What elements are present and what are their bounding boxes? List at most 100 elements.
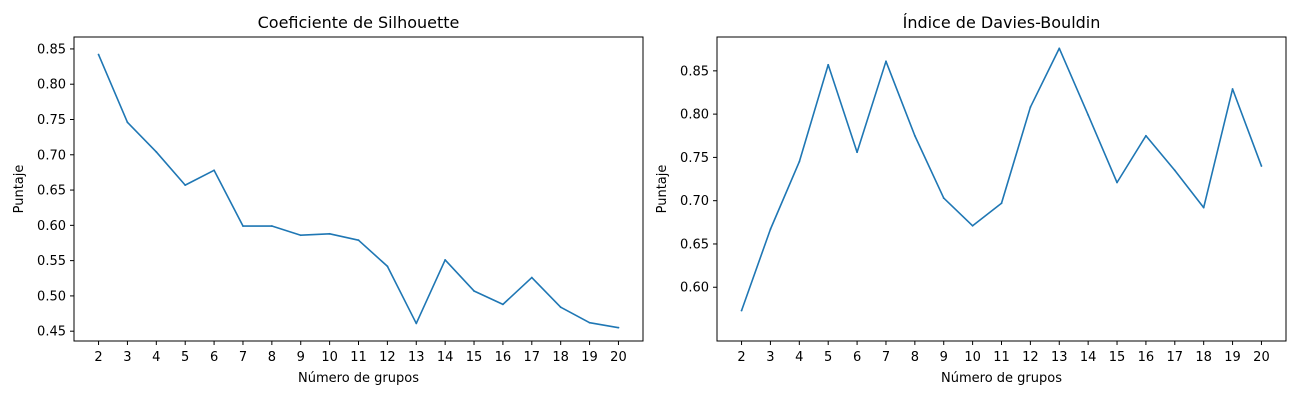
x-tick-label: 13 [1051,350,1068,365]
plot-frame [716,36,1287,342]
x-tick-label: 20 [610,350,627,365]
x-tick-label: 5 [824,350,832,365]
x-tick-label: 2 [94,350,102,365]
x-tick-label: 4 [152,350,160,365]
y-axis-label: Puntaje [655,165,670,214]
x-tick-label: 11 [350,350,367,365]
x-tick-label: 17 [524,350,541,365]
x-tick-label: 17 [1167,350,1184,365]
data-point [184,184,187,187]
data-point [357,239,360,242]
x-axis-label: Número de grupos [298,371,419,386]
data-point [1000,202,1003,205]
data-point [942,197,945,199]
y-tick-label: 0.80 [680,108,709,123]
x-tick-label: 11 [993,350,1010,365]
x-tick-label: 8 [911,350,919,365]
data-point [1260,165,1263,167]
data-point [1202,206,1205,209]
data-point [1087,114,1090,116]
data-point [885,60,887,63]
y-axis-label: Puntaje [12,165,27,214]
x-tick-label: 5 [181,350,189,365]
x-tick-label: 18 [552,350,569,365]
series-line [97,54,619,329]
data-point [1145,134,1147,137]
chart-title: Índice de Davies-Bouldin [903,13,1101,32]
x-tick-label: 7 [882,350,890,365]
data-point [856,151,858,154]
data-point [242,225,244,227]
y-tick-label: 0.65 [680,237,709,252]
x-tick-label: 19 [581,350,598,365]
x-tick-label: 7 [239,350,247,365]
x-tick-label: 6 [210,350,218,365]
data-point [827,63,830,66]
x-tick-label: 3 [123,350,131,365]
chart-title: Coeficiente de Silhouette [258,13,460,32]
data-point [444,259,447,261]
y-tick-label: 0.70 [37,148,66,163]
x-tick-label: 14 [1080,350,1097,365]
data-point [769,228,772,231]
data-point [1173,169,1176,172]
data-point [126,121,129,124]
x-tick-label: 13 [408,350,425,365]
x-tick-label: 19 [1224,350,1241,365]
data-point [1058,47,1061,50]
x-tick-label: 20 [1253,350,1270,365]
data-point [155,151,158,153]
y-tick-label: 0.70 [680,194,709,209]
data-point [530,276,533,279]
x-tick-label: 10 [321,350,338,365]
y-tick-label: 0.50 [37,289,66,304]
series-line [740,47,1263,311]
x-tick-label: 15 [466,350,483,365]
x-tick-label: 14 [437,350,454,365]
y-tick-label: 0.75 [37,113,66,128]
data-point [971,224,974,227]
x-tick-label: 9 [940,350,948,365]
data-point [1116,181,1118,184]
x-tick-label: 18 [1195,350,1212,365]
y-tick-label: 0.85 [37,42,66,57]
chart-1: Coeficiente de Silhouette 2 3 4 5 6 7 8 9 10 11 12 1… [12,13,644,386]
x-axis-label: Número de grupos [941,371,1062,386]
x-tick-label: 10 [964,350,981,365]
data-point [213,169,215,172]
data-point [502,303,504,306]
data-point [559,306,562,309]
x-tick-label: 9 [297,350,305,365]
y-tick-label: 0.60 [680,281,709,296]
data-point [328,232,331,235]
chart-2: Índice de Davies-Bouldin 2 3 4 5 6 7 8 9 10 11 12 13… [655,13,1287,386]
x-tick-label: 8 [268,350,276,365]
y-tick-label: 0.80 [37,78,66,93]
x-tick-label: 6 [853,350,861,365]
y-tick-label: 0.55 [37,254,66,269]
data-point [415,322,418,325]
data-point [588,321,591,324]
x-tick-label: 12 [1022,350,1039,365]
data-point [97,53,100,56]
x-tick-label: 12 [379,350,396,365]
y-tick-label: 0.65 [37,184,66,199]
data-point [270,225,273,227]
x-tick-label: 16 [1138,350,1155,365]
data-point [473,290,475,292]
data-point [913,134,916,137]
x-tick-label: 15 [1109,350,1126,365]
y-tick-label: 0.60 [37,219,66,234]
plot-frame [73,36,644,342]
data-point [299,234,302,237]
data-point [1231,88,1234,90]
data-point [1029,106,1032,109]
data-point [386,265,389,268]
data-point [740,309,743,312]
x-tick-label: 16 [495,350,512,365]
y-tick-label: 0.45 [37,325,66,340]
y-tick-label: 0.75 [680,151,709,166]
y-tick-label: 0.85 [680,64,709,79]
x-tick-label: 4 [795,350,803,365]
